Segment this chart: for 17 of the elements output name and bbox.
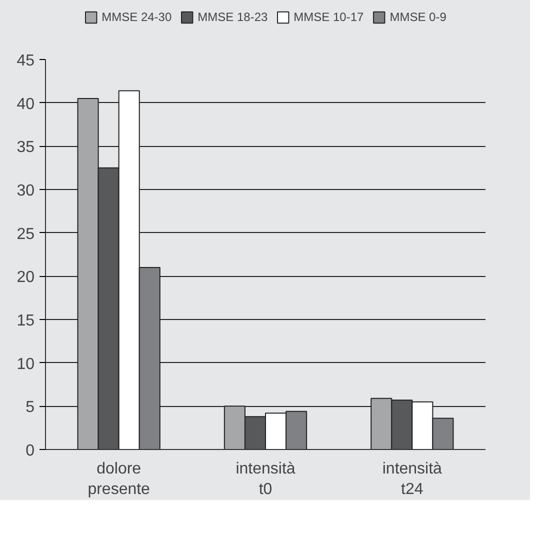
legend-label: MMSE 10-17 <box>294 10 364 24</box>
y-tick-label: 10 <box>16 356 35 373</box>
y-tick-label: 30 <box>16 182 35 200</box>
y-tick-label: 35 <box>16 139 35 156</box>
x-tick-label: dolore presente <box>88 460 150 498</box>
y-tick-label: 5 <box>26 399 35 416</box>
legend-label: MMSE 24-30 <box>102 10 172 24</box>
y-tick-label: 0 <box>26 442 35 460</box>
x-tick-label: intensità t0 <box>236 460 296 498</box>
legend-label: MMSE 18-23 <box>198 10 268 24</box>
y-tick-label: 40 <box>16 96 35 113</box>
legend-label: MMSE 0-9 <box>390 10 446 24</box>
x-tick-label: intensità t24 <box>382 460 442 498</box>
y-tick-label: 20 <box>16 269 35 286</box>
y-tick-label: 25 <box>16 226 35 243</box>
y-tick-label: 45 <box>16 52 35 70</box>
y-tick-label: 15 <box>16 312 35 330</box>
